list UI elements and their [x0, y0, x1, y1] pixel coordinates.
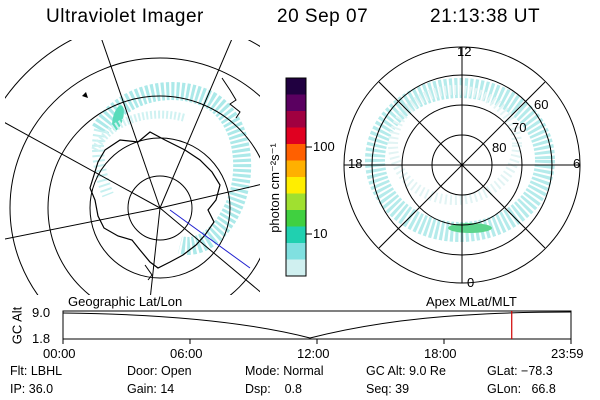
- altitude-ytick-high: 9.0: [32, 305, 51, 320]
- glat-status: GLat: −78.3: [487, 364, 553, 378]
- mlt-label-6: 6: [573, 156, 581, 171]
- south-america-coast: [221, 77, 241, 119]
- door-status: Door: Open: [127, 364, 192, 378]
- gain-status: Gain: 14: [127, 382, 175, 396]
- mlt-label-0: 0: [467, 275, 475, 290]
- dsp-status: Dsp: 0.8: [245, 382, 302, 396]
- glon-status: GLon: 66.8: [487, 382, 556, 396]
- latitude-circles: [5, 40, 260, 295]
- longitude-lines: [5, 40, 260, 295]
- time-tick-0600: 06:00: [170, 346, 203, 361]
- colorbar-segment: [286, 94, 306, 112]
- gc-alt-status: GC Alt: 9.0 Re: [366, 364, 446, 378]
- date-label: 20 Sep 07: [277, 6, 369, 27]
- time-tick-0000: 00:00: [43, 346, 76, 361]
- seq-status: Seq: 39: [366, 382, 410, 396]
- geographic-map-label: Geographic Lat/Lon: [68, 294, 183, 309]
- colorbar-segment: [286, 78, 306, 95]
- colorbar-segment: [286, 226, 306, 244]
- colorbar-segment: [286, 111, 306, 128]
- lat-label-60: 60: [534, 97, 549, 112]
- aurora-oval-geographic: [91, 82, 252, 255]
- colorbar-segment: [286, 210, 306, 227]
- colorbar-segment: [286, 127, 306, 145]
- colorbar-unit-label: photon cm⁻²s⁻¹: [266, 143, 282, 233]
- time-label: 21:13:38 UT: [430, 6, 541, 27]
- magnetic-map-label: Apex MLat/MLT: [426, 294, 517, 309]
- colorbar: [285, 77, 312, 277]
- colorbar-segment: [286, 160, 306, 178]
- colorbar-segment: [286, 144, 306, 161]
- ip-status: IP: 36.0: [10, 382, 54, 396]
- mlt-label-12: 12: [457, 44, 472, 59]
- altitude-ytick-low: 1.8: [32, 331, 51, 346]
- colorbar-segment: [286, 177, 306, 194]
- colorbar-segment: [286, 193, 306, 211]
- lat-label-70: 70: [512, 120, 527, 135]
- colorbar-tick-100: 100: [313, 139, 335, 154]
- colorbar-segment: [286, 243, 306, 260]
- altitude-plot: [62, 310, 572, 344]
- mlt-label-18: 18: [348, 156, 363, 171]
- magnetic-polar-plot: [343, 46, 581, 284]
- time-tick-1200: 12:00: [297, 346, 330, 361]
- colorbar-tick-10: 10: [313, 226, 328, 241]
- orientation-arrow: [82, 92, 88, 98]
- mode-status: Mode: Normal: [245, 364, 324, 378]
- filter-status: Flt: LBHL: [10, 364, 63, 378]
- aurora-oval-magnetic: [365, 78, 555, 242]
- altitude-curve: [62, 311, 572, 339]
- antarctica-coastline: [89, 131, 221, 269]
- geographic-map: [5, 40, 260, 295]
- lat-label-80: 80: [492, 140, 507, 155]
- altitude-ylabel: GC Alt: [9, 306, 25, 345]
- time-tick-2359: 23:59: [551, 346, 584, 361]
- time-tick-1800: 18:00: [424, 346, 457, 361]
- colorbar-segment: [286, 259, 306, 277]
- terminator-line: [169, 209, 251, 269]
- instrument-title: Ultraviolet Imager: [46, 6, 204, 27]
